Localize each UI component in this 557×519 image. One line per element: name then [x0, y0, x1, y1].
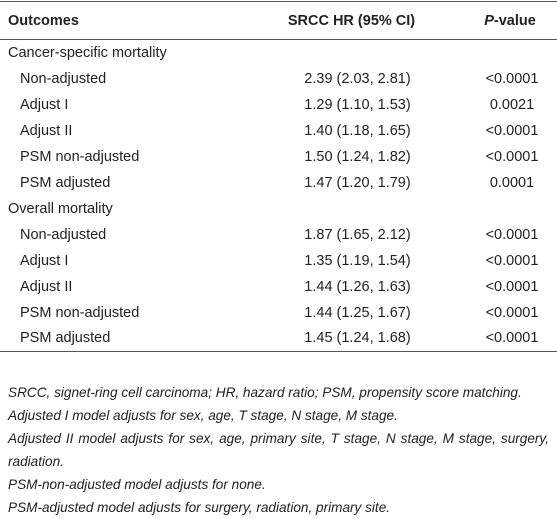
footnote: SRCC, signet-ring cell carcinoma; HR, ha…	[8, 385, 522, 400]
data-row: Adjust I 1.29 (1.10, 1.53) 0.0021	[0, 92, 557, 118]
cell: <0.0001	[485, 122, 539, 139]
cell: PSM adjusted	[20, 174, 111, 191]
header-cell: Outcomes	[8, 12, 79, 29]
data-row: Non-adjusted 2.39 (2.03, 2.81) <0.0001	[0, 66, 557, 92]
cell: <0.0001	[485, 278, 539, 295]
table-body: Cancer-specific mortality Non-adjusted 2.3…	[0, 40, 557, 352]
header-row: Outcomes SRCC HR (95% CI) P-value	[0, 1, 557, 40]
cell: 0.0021	[489, 96, 535, 113]
data-row: Adjust I 1.35 (1.19, 1.54) <0.0001	[0, 248, 557, 274]
cell: Non-adjusted	[20, 70, 107, 87]
cell: 1.29 (1.10, 1.53)	[304, 96, 411, 113]
section-row: Overall mortality	[0, 196, 557, 222]
cell: 1.44 (1.25, 1.67)	[304, 304, 411, 321]
header-cell: SRCC HR (95% CI)	[287, 12, 416, 29]
footnotes: SRCC, signet-ring cell carcinoma; HR, ha…	[8, 381, 549, 519]
section-title: Overall mortality	[8, 200, 113, 217]
cell: Adjust I	[20, 96, 69, 113]
cell: 2.39 (2.03, 2.81)	[304, 70, 411, 87]
cell: 1.40 (1.18, 1.65)	[304, 122, 411, 139]
header-text: P-value	[484, 12, 536, 29]
cell: Adjust II	[20, 278, 73, 295]
cell: <0.0001	[485, 330, 539, 347]
cell: <0.0001	[485, 304, 539, 321]
data-row: PSM adjusted 1.47 (1.20, 1.79) 0.0001	[0, 170, 557, 196]
cell: <0.0001	[485, 70, 539, 87]
cell: Adjust II	[20, 122, 73, 139]
data-row: PSM adjusted 1.45 (1.24, 1.68) <0.0001	[0, 326, 557, 352]
cell: PSM adjusted	[20, 330, 111, 347]
cell: 1.44 (1.26, 1.63)	[304, 278, 411, 295]
cell: 1.45 (1.24, 1.68)	[304, 330, 411, 347]
cell: 1.47 (1.20, 1.79)	[304, 174, 411, 191]
footnote: Adjusted I model adjusts for sex, age, T…	[8, 408, 398, 423]
cell: 1.35 (1.19, 1.54)	[304, 252, 411, 269]
results-table: Outcomes SRCC HR (95% CI) P-value Cancer…	[0, 1, 557, 352]
data-row: Adjust II 1.44 (1.26, 1.63) <0.0001	[0, 274, 557, 300]
footnote: PSM-non-adjusted model adjusts for none.	[8, 477, 266, 492]
header-cell: P-value	[463, 2, 557, 40]
table-header: Outcomes SRCC HR (95% CI) P-value	[0, 1, 557, 40]
cell: <0.0001	[485, 226, 539, 243]
cell: 1.87 (1.65, 2.12)	[304, 226, 411, 243]
cell: PSM non-adjusted	[20, 304, 140, 321]
footnote: Adjusted II model adjusts for sex, age, …	[8, 431, 549, 469]
section-row: Cancer-specific mortality	[0, 40, 557, 66]
cell: Adjust I	[20, 252, 69, 269]
cell: <0.0001	[485, 252, 539, 269]
footnote: PSM-adjusted model adjusts for surgery, …	[8, 500, 391, 515]
cell: PSM non-adjusted	[20, 148, 140, 165]
data-row: Non-adjusted 1.87 (1.65, 2.12) <0.0001	[0, 222, 557, 248]
section-title: Cancer-specific mortality	[8, 44, 167, 61]
data-row: PSM non-adjusted 1.44 (1.25, 1.67) <0.0001	[0, 300, 557, 326]
cell: 1.50 (1.24, 1.82)	[304, 148, 411, 165]
data-row: Adjust II 1.40 (1.18, 1.65) <0.0001	[0, 118, 557, 144]
cell: Non-adjusted	[20, 226, 107, 243]
cell: 0.0001	[489, 174, 535, 191]
data-row: PSM non-adjusted 1.50 (1.24, 1.82) <0.0001	[0, 144, 557, 170]
cell: <0.0001	[485, 148, 539, 165]
